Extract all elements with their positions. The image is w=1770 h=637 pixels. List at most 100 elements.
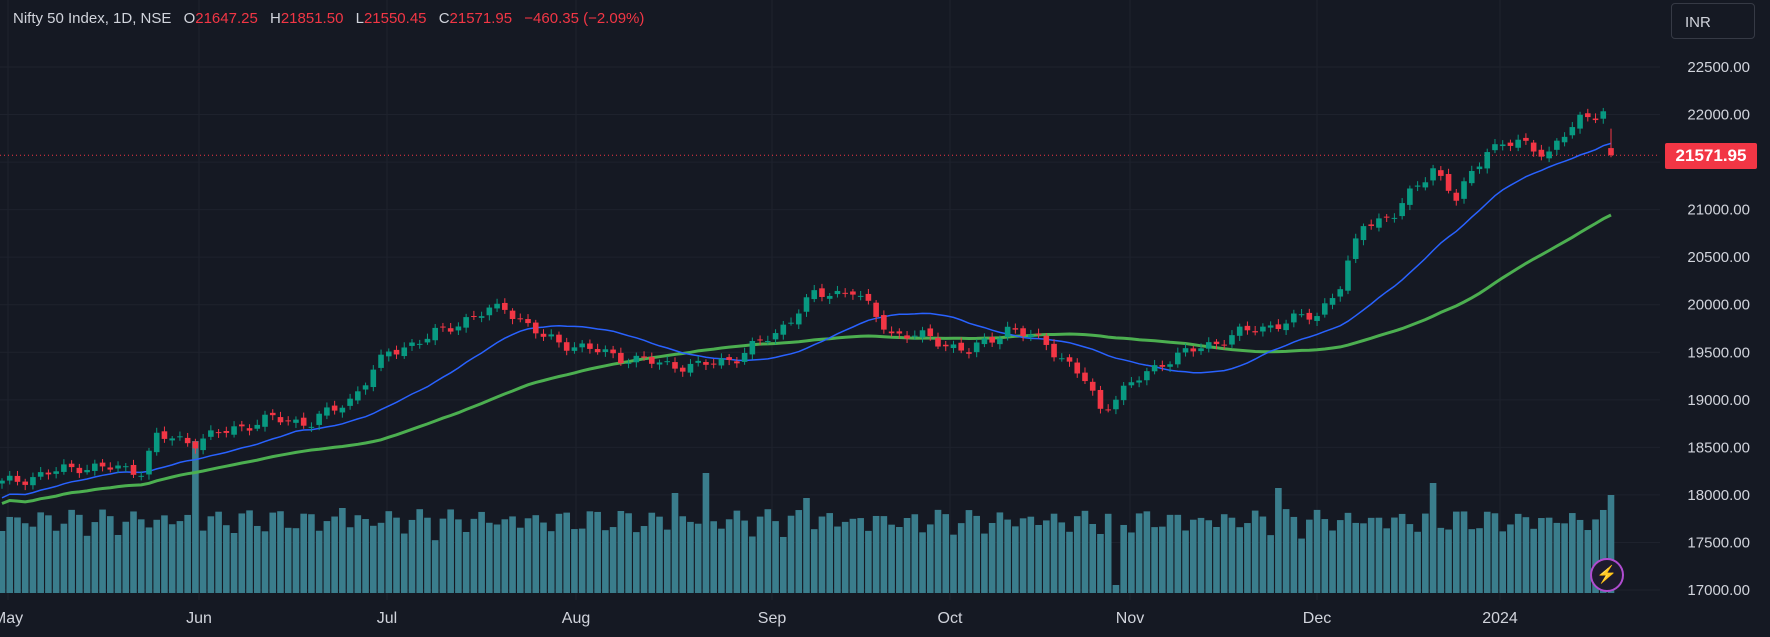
candle-body [1499, 144, 1506, 147]
candle-body [1337, 289, 1344, 297]
x-tick-label: Aug [562, 610, 590, 627]
volume-bar [1468, 529, 1476, 593]
candle-body [625, 362, 632, 364]
candle-body [208, 430, 214, 437]
y-tick-label: 17500.00 [1687, 534, 1750, 551]
candle-body [1074, 362, 1081, 374]
candle-body [548, 334, 555, 337]
volume-bar [1429, 483, 1437, 593]
candle-body [765, 340, 771, 342]
volume-bar [1491, 513, 1499, 593]
y-tick-label: 21000.00 [1687, 202, 1750, 219]
volume-bar [849, 518, 857, 593]
volume-bar [679, 516, 687, 593]
time-axis[interactable]: May Jun Jul Aug Sep Oct Nov Dec 2024 [0, 610, 1518, 627]
volume-bar [192, 441, 199, 593]
volume-bar [168, 524, 176, 593]
volume-bar [1452, 511, 1460, 593]
candle-body [45, 472, 52, 475]
candle-body [1515, 139, 1521, 148]
volume-bar [1290, 516, 1298, 593]
volume-bar [1437, 527, 1445, 593]
volume-bar [315, 530, 323, 593]
volume-bar [1012, 526, 1019, 593]
candle-body [169, 438, 175, 441]
volume-bar [1553, 522, 1561, 593]
volume-bar [1367, 517, 1375, 593]
volume-bar [1019, 518, 1027, 593]
candle-body [842, 292, 848, 294]
candle-body [293, 419, 299, 423]
volume-bar [532, 515, 540, 593]
candle-body [1244, 325, 1251, 331]
candle-body [509, 310, 516, 319]
candle-body [161, 431, 168, 439]
volume-bar [563, 512, 570, 593]
high-value: 21851.50 [280, 10, 344, 27]
volume-bar [509, 516, 516, 593]
candle-body [440, 326, 446, 328]
volume-bar [996, 512, 1004, 593]
volume-bar [462, 531, 470, 593]
volume-bar [818, 516, 826, 593]
candle-body [254, 424, 261, 429]
volume-bar [756, 516, 764, 593]
candle-body [780, 324, 787, 335]
candle-body [1089, 381, 1096, 391]
candle-body [911, 335, 918, 337]
volume-bar [934, 509, 942, 593]
volume-bar [1159, 526, 1166, 593]
candle-body [1368, 224, 1374, 226]
candle-body [1136, 380, 1142, 383]
candle-body [14, 475, 21, 482]
candle-body [246, 428, 253, 431]
volume-bar [1027, 516, 1035, 593]
volume-bar [1545, 517, 1553, 593]
volume-bar [1514, 513, 1522, 593]
volume-bar [1391, 517, 1398, 593]
low-label: L [355, 10, 364, 27]
x-tick-label: Sep [758, 610, 787, 627]
volume-bar [1360, 523, 1367, 593]
volume-bar [656, 516, 663, 593]
x-tick-label: 2024 [1482, 610, 1518, 627]
volume-bar [911, 514, 919, 593]
candle-body [1407, 188, 1413, 205]
volume-bar [1398, 513, 1406, 593]
ohlc-legend: Nifty 50 Index, 1D, NSE O21647.25 H21851… [13, 10, 644, 27]
volume-bar [1607, 495, 1615, 593]
volume-bar [1128, 532, 1135, 593]
candle-body [409, 342, 415, 346]
volume-bar [1073, 516, 1081, 593]
volume-bar [493, 524, 501, 593]
volume-bar [6, 516, 14, 593]
candle-body [710, 363, 717, 365]
candle-body [1538, 149, 1545, 157]
price-axis[interactable]: 22500.0022000.0021500.0021000.0020500.00… [1687, 59, 1750, 599]
candle-body [641, 356, 647, 358]
candle-body [1190, 348, 1197, 352]
candle-body [834, 290, 841, 295]
volume-bar [1043, 520, 1050, 593]
candle-body [935, 337, 941, 347]
lightning-icon[interactable]: ⚡ [1590, 558, 1624, 592]
candle-body [53, 471, 59, 474]
volume-bar [764, 509, 772, 593]
volume-bar [919, 532, 926, 593]
volume-bar [803, 498, 810, 593]
volume-bar [1383, 528, 1390, 593]
volume-bar [609, 527, 617, 593]
volume-bar [988, 522, 996, 593]
candle-body [1476, 166, 1483, 170]
currency-button[interactable]: INR [1671, 3, 1755, 39]
volume-bar [470, 518, 478, 593]
candle-body [122, 466, 129, 468]
candle-body [1314, 316, 1320, 321]
volume-bar [362, 519, 369, 593]
volume-bar [331, 516, 338, 593]
candle-body [471, 316, 477, 318]
candle-body [1592, 118, 1599, 121]
candle-body [99, 462, 106, 467]
volume-bar [710, 521, 717, 593]
